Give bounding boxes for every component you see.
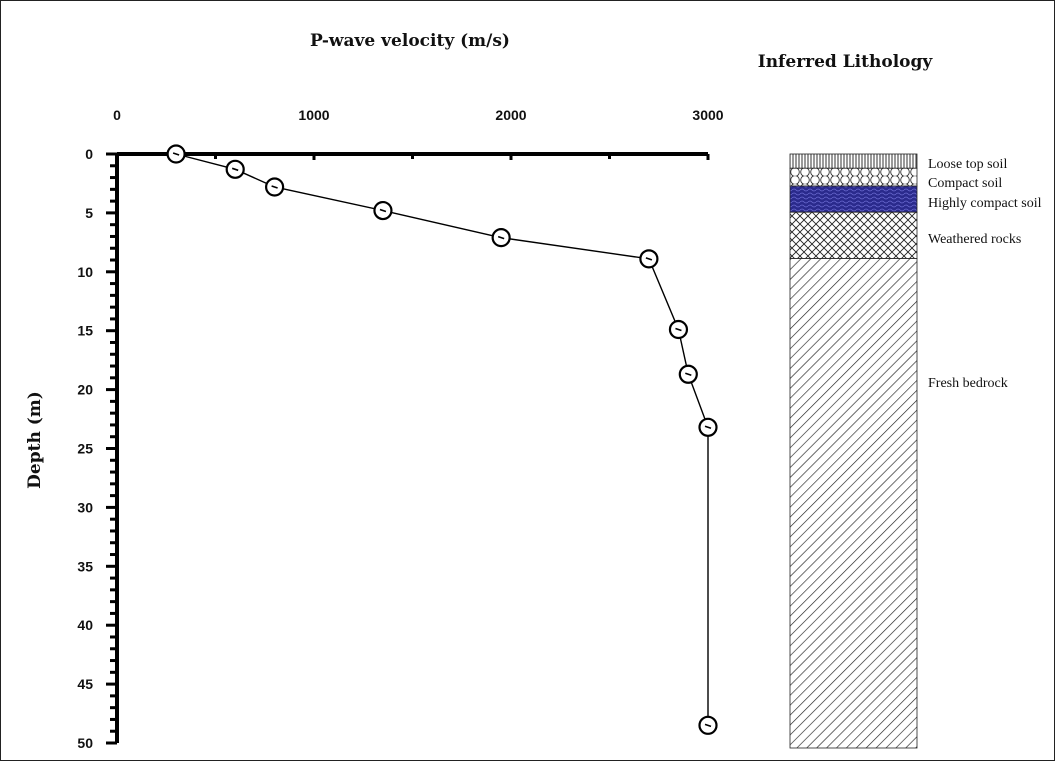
x-tick-label: 1000 xyxy=(298,107,329,123)
y-tick-label: 40 xyxy=(77,617,93,633)
y-tick-label: 50 xyxy=(77,735,93,751)
y-tick-label: 25 xyxy=(77,441,93,457)
lithology-layer xyxy=(789,211,918,259)
y-tick-label: 5 xyxy=(85,205,93,221)
series-layer xyxy=(166,144,718,735)
axes: 0 1000 2000 3000 0 5 10 15 20 25 30 35 40 45 50 xyxy=(77,107,723,751)
data-point-mark xyxy=(645,257,653,261)
y-axis-title: Depth (m) xyxy=(25,391,45,489)
lithology-title: Inferred Lithology xyxy=(758,52,934,72)
lithology-label: Highly compact soil xyxy=(928,196,1042,211)
data-point-mark xyxy=(271,185,278,189)
lithology-layer xyxy=(789,153,918,169)
y-tick-label: 45 xyxy=(77,676,93,692)
data-point-mark xyxy=(497,235,505,240)
lithology-label: Weathered rocks xyxy=(928,232,1021,247)
data-point-mark xyxy=(172,152,180,156)
lithology-label: Fresh bedrock xyxy=(928,376,1008,391)
data-point-mark xyxy=(704,425,712,430)
x-tick-label: 0 xyxy=(113,107,121,123)
lithology-column: Loose top soil Compact soil Highly compact… xyxy=(789,153,1042,749)
y-tick-label: 20 xyxy=(77,382,93,398)
y-tick-label: 30 xyxy=(77,499,93,515)
lithology-layer xyxy=(789,258,918,749)
lithology-layer xyxy=(789,167,918,187)
lithology-label: Loose top soil xyxy=(928,157,1007,172)
lithology-layer xyxy=(789,185,918,213)
y-tick-label: 15 xyxy=(77,323,93,339)
data-point-mark xyxy=(685,372,692,377)
y-tick-label: 10 xyxy=(77,264,93,280)
y-tick-label: 35 xyxy=(77,558,93,574)
x-tick-label: 3000 xyxy=(692,107,723,123)
data-point-mark xyxy=(231,167,239,172)
lithology-label: Compact soil xyxy=(928,176,1002,191)
x-tick-label: 2000 xyxy=(495,107,526,123)
data-point-mark xyxy=(379,208,387,213)
data-point-mark xyxy=(675,327,682,332)
data-point-mark xyxy=(704,723,712,728)
x-axis-title: P-wave velocity (m/s) xyxy=(310,31,510,51)
series-line xyxy=(175,153,709,726)
y-tick-label: 0 xyxy=(85,146,93,162)
